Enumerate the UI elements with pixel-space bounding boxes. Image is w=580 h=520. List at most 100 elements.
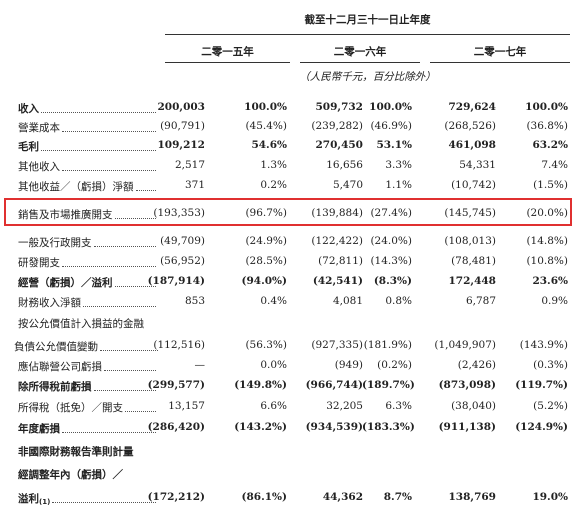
year-header: 二零一七年: [473, 46, 527, 58]
dot-leader: [62, 266, 156, 267]
rule: [300, 62, 420, 63]
amount-cell: 109,212: [157, 139, 206, 151]
percent-cell: (183.3%): [362, 421, 415, 433]
label-text: 財務收入淨額: [18, 297, 81, 309]
amount-cell: 54,331: [459, 159, 496, 171]
percent-cell: (96.7%): [245, 207, 287, 219]
percent-cell: 23.6%: [532, 275, 568, 287]
percent-cell: (14.3%): [370, 255, 412, 267]
amount-cell: —: [194, 359, 206, 371]
percent-cell: 0.9%: [541, 295, 568, 307]
row-label: 年度虧損: [18, 421, 158, 436]
amount-cell: (90,791): [160, 120, 205, 132]
percent-cell: 1.1%: [385, 179, 412, 191]
percent-cell: 0.8%: [385, 295, 412, 307]
label-text: 所得稅（抵免）／開支: [18, 402, 123, 414]
percent-cell: 0.0%: [260, 359, 287, 371]
year-header: 二零一五年: [201, 46, 254, 58]
label-text: 其他收益／（虧損）淨額: [18, 181, 134, 193]
amount-cell: (49,709): [160, 235, 205, 247]
percent-cell: (28.5%): [245, 255, 287, 267]
row-label: 財務收入淨額: [18, 295, 158, 310]
percent-cell: 100.0%: [369, 101, 412, 113]
amount-cell: (2,426): [457, 359, 496, 371]
dot-leader: [62, 170, 156, 171]
amount-cell: (139,884): [311, 207, 363, 219]
amount-cell: 461,098: [448, 139, 497, 151]
percent-cell: (119.7%): [515, 379, 568, 391]
unit-note: （人民幣千元，百分比除外）: [299, 71, 436, 83]
percent-cell: (56.3%): [245, 339, 287, 351]
amount-cell: 44,362: [322, 491, 363, 503]
percent-cell: (149.8%): [234, 379, 287, 391]
percent-cell: (86.1%): [241, 491, 288, 503]
percent-cell: (1.5%): [533, 179, 568, 191]
percent-cell: 6.6%: [260, 400, 287, 412]
percent-cell: (10.8%): [526, 255, 568, 267]
percent-cell: 0.2%: [260, 179, 287, 191]
row-label: 應佔聯營公司虧損: [18, 359, 158, 374]
dot-leader: [93, 390, 156, 391]
percent-cell: (0.2%): [377, 359, 412, 371]
dot-leader: [100, 350, 158, 351]
amount-cell: (286,420): [147, 421, 205, 433]
amount-cell: (934,539): [305, 421, 363, 433]
percent-cell: (8.3%): [373, 275, 412, 287]
percent-cell: 100.0%: [525, 101, 568, 113]
dot-leader: [114, 218, 156, 219]
row-label: 一般及行政開支: [18, 235, 158, 250]
label-text: 溢利: [18, 493, 39, 505]
dot-leader: [83, 306, 156, 307]
percent-cell: 53.1%: [376, 139, 412, 151]
amount-cell: (299,577): [147, 379, 205, 391]
row-label: 非國際財務報告準則計量: [18, 444, 318, 459]
dot-leader: [93, 246, 156, 247]
percent-cell: (94.0%): [241, 275, 288, 287]
label-text: 負債公允價值變動: [14, 341, 98, 353]
amount-cell: (911,138): [438, 421, 496, 433]
amount-cell: (239,282): [311, 120, 363, 132]
amount-cell: (193,353): [153, 207, 205, 219]
amount-cell: 200,003: [157, 101, 206, 113]
amount-cell: 32,205: [326, 400, 363, 412]
percent-cell: 100.0%: [244, 101, 287, 113]
label-text: 其他收入: [18, 161, 60, 173]
year-header: 二零一六年: [333, 46, 387, 58]
label-text: 非國際財務報告準則計量: [18, 446, 134, 458]
amount-cell: (72,811): [318, 255, 363, 267]
row-label: 銷售及市場推廣開支: [18, 207, 158, 222]
amount-cell: (268,526): [444, 120, 496, 132]
dot-leader: [114, 286, 156, 287]
row-label: 收入: [18, 101, 158, 116]
dot-leader: [62, 432, 156, 433]
amount-cell: 371: [184, 179, 205, 191]
percent-cell: (189.7%): [362, 379, 415, 391]
amount-cell: 13,157: [168, 400, 205, 412]
footnote-mark: (1): [39, 498, 51, 506]
dot-leader: [135, 190, 156, 191]
label-text: 收入: [18, 103, 39, 115]
amount-cell: (966,744): [305, 379, 363, 391]
amount-cell: 853: [184, 295, 205, 307]
amount-cell: (927,335): [311, 339, 363, 351]
percent-cell: (0.3%): [533, 359, 568, 371]
amount-cell: 5,470: [332, 179, 363, 191]
percent-cell: (46.9%): [370, 120, 412, 132]
label-text: 銷售及市場推廣開支: [18, 209, 113, 221]
percent-cell: (124.9%): [515, 421, 568, 433]
row-label: 營業成本: [18, 120, 158, 135]
amount-cell: (10,742): [451, 179, 496, 191]
percent-cell: 63.2%: [532, 139, 568, 151]
percent-cell: (24.0%): [370, 235, 412, 247]
percent-cell: 54.6%: [251, 139, 287, 151]
percent-cell: (14.8%): [526, 235, 568, 247]
amount-cell: (122,422): [311, 235, 363, 247]
percent-cell: 1.3%: [260, 159, 287, 171]
amount-cell: (42,541): [312, 275, 363, 287]
period-header: 截至十二月三十一日止年度: [304, 14, 431, 26]
percent-cell: (24.9%): [245, 235, 287, 247]
amount-cell: 16,656: [326, 159, 363, 171]
amount-cell: 4,081: [332, 295, 363, 307]
amount-cell: (38,040): [451, 400, 496, 412]
